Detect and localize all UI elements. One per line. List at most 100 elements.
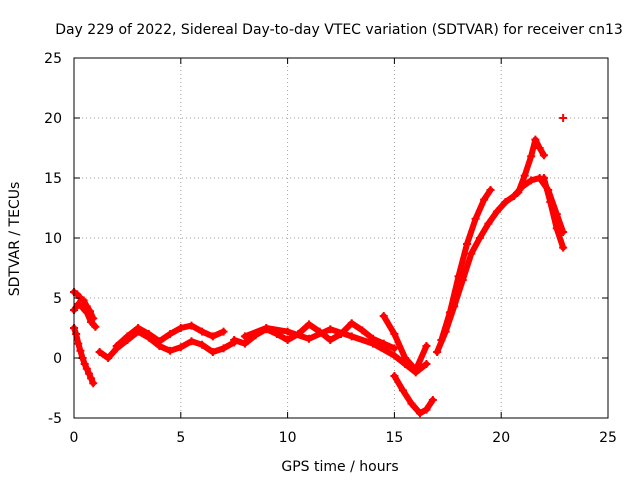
series-track [437,186,495,344]
data-point [240,332,249,341]
data-point [78,303,87,312]
data-point [480,195,489,204]
data-point [379,312,388,320]
x-tick-label: 20 [492,430,510,446]
data-point [91,322,100,331]
data-point [552,224,561,233]
data-point [510,192,519,200]
data-point [539,151,548,160]
data-point [559,243,568,252]
data-series [70,114,568,418]
data-point [112,342,121,350]
x-tick-label: 10 [279,430,297,446]
data-point [428,396,437,404]
data-point [539,174,548,182]
data-point [390,372,399,380]
data-point [208,348,217,356]
data-point [437,336,446,344]
y-tick-label: 10 [44,231,62,247]
data-point [484,219,493,228]
data-point [347,332,356,341]
data-point [87,318,96,326]
data-point [546,198,555,206]
data-point [82,308,91,317]
data-point [72,330,81,338]
x-axis-label: GPS time / hours [281,459,398,475]
data-point [198,327,207,336]
series-track [390,372,437,418]
series-track [539,174,568,252]
data-point [463,240,472,248]
data-point [144,330,153,338]
data-point [123,332,132,341]
data-point [187,337,196,346]
y-tick-label: 0 [53,351,62,367]
series-line [71,325,97,387]
y-tick-label: 25 [44,51,62,67]
data-point [155,337,164,346]
data-point [531,135,540,144]
data-point [471,214,480,223]
data-point [407,399,416,408]
data-point [104,354,113,362]
data-point [390,351,399,360]
data-point [347,319,356,328]
data-point [74,300,83,308]
data-point [390,344,399,353]
data-point [358,326,367,335]
data-point [166,346,175,355]
data-point [486,186,495,194]
y-tick-label: 15 [44,171,62,187]
ticks: 0 5 10 15 20 25 -5 0 5 10 15 20 25 [44,51,617,446]
data-point [527,152,536,161]
data-point [219,327,228,336]
data-point [398,386,407,395]
data-point [416,409,425,418]
data-point [467,249,476,258]
series-line [540,175,567,251]
data-point [454,272,463,281]
series-track [559,114,568,122]
data-point [283,336,292,344]
chart-title: Day 229 of 2022, Sidereal Day-to-day VTE… [55,22,623,38]
data-point [326,325,335,334]
data-point [401,354,410,362]
data-point [433,348,442,356]
x-tick-label: 5 [176,430,185,446]
data-point [198,340,207,349]
data-point [411,366,420,374]
series-track [514,135,548,197]
data-point [187,321,196,330]
data-point [176,343,185,352]
data-point [492,207,501,216]
data-point [369,339,378,348]
data-point [219,344,228,353]
data-point [208,332,217,341]
data-point [535,144,544,152]
data-point [422,360,431,368]
data-point [501,198,510,206]
data-point [74,339,83,348]
data-point [134,324,143,332]
data-point [390,330,399,338]
data-point [445,308,454,317]
data-point [87,374,96,383]
data-point [166,330,175,338]
x-tick-label: 0 [70,430,79,446]
data-point [520,171,529,180]
data-point [79,296,88,305]
series-track [379,312,431,374]
series-line [391,373,436,417]
data-point [95,348,104,356]
data-point [230,336,239,344]
data-point [262,324,271,332]
data-point [422,342,431,350]
data-point [304,320,313,329]
x-tick-label: 15 [385,430,403,446]
data-point [82,364,91,373]
y-tick-label: -5 [48,411,62,427]
y-tick-label: 5 [53,291,62,307]
data-point [559,114,568,122]
